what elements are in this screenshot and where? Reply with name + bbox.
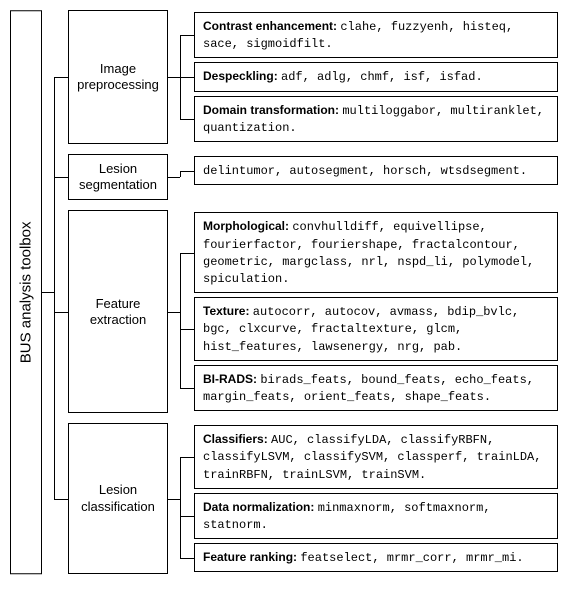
detail-box: delintumor, autosegment, horsch, wtsdseg… [194, 156, 558, 185]
diagram-root: BUS analysis toolbox Image preprocessing… [10, 10, 558, 574]
detail-heading: Texture: [203, 304, 253, 318]
detail-row: Contrast enhancement: clahe, fuzzyenh, h… [168, 12, 558, 58]
category-box: Feature extraction [68, 210, 168, 413]
detail-items: delintumor, autosegment, horsch, wtsdseg… [203, 164, 527, 178]
detail-row: Data normalization: minmaxnorm, softmaxn… [168, 493, 558, 539]
detail-items: featselect, mrmr_corr, mrmr_mi. [300, 551, 523, 565]
detail-row: delintumor, autosegment, horsch, wtsdseg… [168, 156, 558, 185]
detail-heading: Domain transformation: [203, 103, 342, 117]
detail-heading: Contrast enhancement: [203, 19, 340, 33]
detail-heading: Data normalization: [203, 500, 318, 514]
detail-box: BI-RADS: birads_feats, bound_feats, echo… [194, 365, 558, 411]
detail-heading: Classifiers: [203, 432, 271, 446]
detail-box: Morphological: convhulldiff, equivellips… [194, 212, 558, 293]
detail-row: BI-RADS: birads_feats, bound_feats, echo… [168, 365, 558, 411]
category-row: Lesion classification Classifiers: AUC, c… [42, 423, 558, 574]
detail-heading: Despeckling: [203, 69, 281, 83]
detail-box: Texture: autocorr, autocov, avmass, bdip… [194, 297, 558, 361]
detail-row: Morphological: convhulldiff, equivellips… [168, 212, 558, 293]
detail-heading: BI-RADS: [203, 372, 260, 386]
sub-items: Morphological: convhulldiff, equivellips… [168, 210, 558, 413]
detail-box: Contrast enhancement: clahe, fuzzyenh, h… [194, 12, 558, 58]
detail-box: Data normalization: minmaxnorm, softmaxn… [194, 493, 558, 539]
category-row: Lesion segmentation delintumor, autosegme… [42, 154, 558, 201]
category-row: Feature extraction Morphological: convhul… [42, 210, 558, 413]
detail-box: Classifiers: AUC, classifyLDA, classifyR… [194, 425, 558, 489]
detail-items: adf, adlg, chmf, isf, isfad. [281, 70, 483, 84]
detail-row: Feature ranking: featselect, mrmr_corr, … [168, 543, 558, 572]
sub-items: Classifiers: AUC, classifyLDA, classifyR… [168, 423, 558, 574]
detail-heading: Morphological: [203, 219, 292, 233]
category-box: Image preprocessing [68, 10, 168, 144]
detail-row: Despeckling: adf, adlg, chmf, isf, isfad… [168, 62, 558, 91]
detail-heading: Feature ranking: [203, 550, 300, 564]
category-row: Image preprocessing Contrast enhancement:… [42, 10, 558, 144]
detail-row: Classifiers: AUC, classifyLDA, classifyR… [168, 425, 558, 489]
detail-row: Domain transformation: multiloggabor, mu… [168, 96, 558, 142]
sub-items: delintumor, autosegment, horsch, wtsdseg… [168, 154, 558, 201]
detail-row: Texture: autocorr, autocov, avmass, bdip… [168, 297, 558, 361]
root-title-box: BUS analysis toolbox [10, 10, 42, 574]
categories-column: Image preprocessing Contrast enhancement:… [42, 10, 558, 574]
detail-box: Despeckling: adf, adlg, chmf, isf, isfad… [194, 62, 558, 91]
diagram-canvas: BUS analysis toolbox Image preprocessing… [10, 10, 558, 574]
category-box: Lesion classification [68, 423, 168, 574]
detail-box: Domain transformation: multiloggabor, mu… [194, 96, 558, 142]
category-box: Lesion segmentation [68, 154, 168, 201]
sub-items: Contrast enhancement: clahe, fuzzyenh, h… [168, 10, 558, 144]
root-title: BUS analysis toolbox [18, 221, 35, 363]
detail-box: Feature ranking: featselect, mrmr_corr, … [194, 543, 558, 572]
